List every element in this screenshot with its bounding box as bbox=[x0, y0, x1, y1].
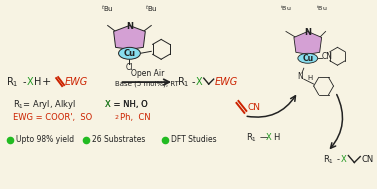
Text: $^{t}$Bu: $^{t}$Bu bbox=[145, 3, 158, 14]
Polygon shape bbox=[113, 26, 145, 49]
Text: X: X bbox=[196, 77, 202, 87]
Text: EWG: EWG bbox=[65, 77, 88, 87]
Text: X: X bbox=[340, 155, 346, 164]
Text: -: - bbox=[337, 155, 340, 164]
Text: R$_1$= Aryl, Alkyl: R$_1$= Aryl, Alkyl bbox=[12, 98, 75, 112]
Point bbox=[162, 138, 168, 141]
Text: —: — bbox=[259, 133, 268, 142]
Text: N: N bbox=[126, 22, 133, 31]
Text: Cl: Cl bbox=[126, 63, 133, 72]
Text: X = NH, O: X = NH, O bbox=[105, 100, 147, 109]
Text: EWG = COOR',  SO: EWG = COOR', SO bbox=[12, 113, 92, 122]
Point bbox=[6, 138, 12, 141]
Text: Cu: Cu bbox=[123, 49, 135, 58]
Ellipse shape bbox=[119, 47, 140, 59]
Text: Base (5 mol%), RT: Base (5 mol%), RT bbox=[115, 81, 179, 87]
Text: -: - bbox=[23, 77, 26, 87]
Text: CN: CN bbox=[247, 103, 261, 112]
Text: R$_1$: R$_1$ bbox=[177, 75, 190, 89]
Text: N: N bbox=[297, 72, 303, 81]
Text: +: + bbox=[41, 77, 51, 87]
Text: Ph,  CN: Ph, CN bbox=[120, 113, 150, 122]
Text: $^{t}$Bu: $^{t}$Bu bbox=[316, 4, 327, 13]
Text: -: - bbox=[192, 77, 195, 87]
Text: H: H bbox=[307, 75, 313, 81]
Text: 2: 2 bbox=[115, 115, 119, 120]
Text: Upto 98% yield: Upto 98% yield bbox=[15, 135, 74, 144]
Text: X: X bbox=[105, 100, 110, 109]
Text: R$_1$: R$_1$ bbox=[246, 131, 257, 144]
Text: Cu: Cu bbox=[302, 54, 313, 63]
Text: H: H bbox=[273, 133, 279, 142]
Polygon shape bbox=[294, 31, 322, 54]
Text: CN: CN bbox=[361, 155, 374, 164]
Text: X: X bbox=[266, 133, 272, 142]
Text: N: N bbox=[304, 28, 311, 37]
Text: CN: CN bbox=[322, 52, 333, 61]
Text: DFT Studies: DFT Studies bbox=[171, 135, 217, 144]
Point bbox=[83, 138, 89, 141]
Text: $^{t}$Bu: $^{t}$Bu bbox=[280, 4, 292, 13]
Text: X: X bbox=[26, 77, 33, 87]
Text: = NH, O: = NH, O bbox=[110, 100, 147, 109]
Text: Open Air: Open Air bbox=[130, 69, 164, 78]
Text: EWG: EWG bbox=[215, 77, 238, 87]
Text: R$_1$: R$_1$ bbox=[6, 75, 18, 89]
Text: 26 Substrates: 26 Substrates bbox=[92, 135, 145, 144]
Text: $^{t}$Bu: $^{t}$Bu bbox=[101, 3, 114, 14]
Text: H: H bbox=[34, 77, 42, 87]
Text: R$_1$: R$_1$ bbox=[323, 153, 334, 166]
Ellipse shape bbox=[298, 53, 318, 63]
